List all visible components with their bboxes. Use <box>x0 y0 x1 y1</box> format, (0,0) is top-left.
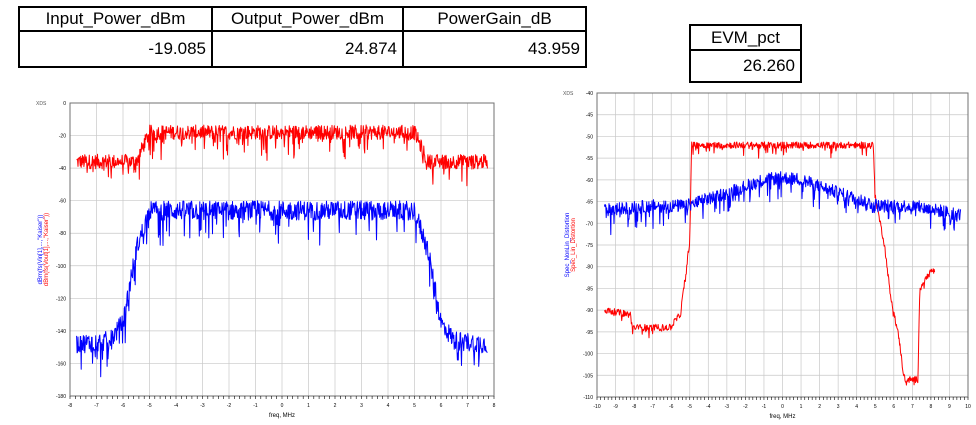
x-tick-label: 3 <box>837 404 840 410</box>
y-tick-label: -105 <box>583 373 593 379</box>
y-tick-label: -85 <box>586 286 593 292</box>
input-power-value: -19.085 <box>18 30 213 68</box>
series-line-blue <box>76 200 488 378</box>
y-tick-label: -50 <box>586 134 593 140</box>
evm-results-table: EVM_pct 26.260 <box>689 24 802 83</box>
y-tick-label: -55 <box>586 156 593 162</box>
x-tick-label: 2 <box>818 404 821 410</box>
y-tick-label: 0 <box>63 101 66 107</box>
y-tick-label: -95 <box>586 330 593 336</box>
x-tick-label: 8 <box>930 404 933 410</box>
y-tick-label: -65 <box>586 200 593 206</box>
chart-1: -8 -7 -6 -5 -4 -3 -2 -1 0 1 2 3 4 5 6 7 8 0 -20 -40 -60 -80 -1… <box>36 101 496 419</box>
x-tick-label: 4 <box>387 403 390 409</box>
x-tick-label: 9 <box>948 404 951 410</box>
x-tick-label: -4 <box>174 403 179 409</box>
x-tick-label: 6 <box>440 403 443 409</box>
x-tick-label: 5 <box>413 403 416 409</box>
x-tick-label: 5 <box>874 404 877 410</box>
x-tick-label: -9 <box>613 404 618 410</box>
power-gain-value: 43.959 <box>402 30 587 68</box>
x-tick-label: 3 <box>360 403 363 409</box>
y-tick-label: -180 <box>56 394 66 400</box>
x-tick-label: 0 <box>281 403 284 409</box>
y-tick-label: -20 <box>59 134 66 140</box>
x-tick-label: -5 <box>688 404 693 410</box>
x-tick-label: -8 <box>632 404 637 410</box>
series-line-red <box>603 141 936 386</box>
y-tick-label: -120 <box>56 296 66 302</box>
x-tick-label: -6 <box>121 403 126 409</box>
power-results-table: Input_Power_dBm Output_Power_dBm PowerGa… <box>18 6 587 68</box>
series-line-red <box>76 124 488 187</box>
x-tick-label: -3 <box>200 403 205 409</box>
y-tick-label: -75 <box>586 243 593 249</box>
x-tick-label: -1 <box>253 403 258 409</box>
evm-value: 26.260 <box>689 49 802 83</box>
x-tick-label: 7 <box>911 404 914 410</box>
x-tick-label: -2 <box>227 403 232 409</box>
output-power-header: Output_Power_dBm <box>211 6 404 32</box>
x-tick-label: 10 <box>965 404 971 410</box>
y-tick-label: -40 <box>59 166 66 172</box>
y-axis-label: Spec_NonLin_Distortion <box>565 213 571 278</box>
x-axis-label: freq, MHz <box>769 414 795 420</box>
power-gain-header: PowerGain_dB <box>402 6 587 32</box>
x-tick-label: 8 <box>493 403 496 409</box>
y-axis-label: dBm(fs(Vout[1],...,"Kaiser")) <box>44 213 50 286</box>
x-tick-label: -2 <box>743 404 748 410</box>
y-tick-label: -60 <box>586 178 593 184</box>
y-tick-label: -90 <box>586 308 593 314</box>
x-tick-label: -4 <box>706 404 711 410</box>
x-tick-label: -8 <box>68 403 73 409</box>
x-tick-label: 4 <box>855 404 858 410</box>
series-line-blue <box>603 171 962 236</box>
y-tick-label: -80 <box>59 231 66 237</box>
x-tick-label: 2 <box>334 403 337 409</box>
input-power-header: Input_Power_dBm <box>18 6 213 32</box>
y-tick-label: -70 <box>586 221 593 227</box>
x-axis-label: freq, MHz <box>269 413 295 419</box>
corner-label: XDS <box>36 101 47 107</box>
chart-2: -10 -9 -8 -7 -6 -5 -4 -3 -2 -1 0 1 2 3 4 5 6 7 8 9 10-40-45-… <box>563 91 971 420</box>
x-tick-label: -3 <box>725 404 730 410</box>
x-tick-label: -7 <box>650 404 655 410</box>
x-tick-label: -10 <box>593 404 600 410</box>
x-tick-label: -7 <box>94 403 99 409</box>
y-tick-label: -100 <box>583 352 593 358</box>
corner-label: XDS <box>563 91 574 97</box>
y-tick-label: -140 <box>56 329 66 335</box>
x-tick-label: -1 <box>762 404 767 410</box>
x-tick-label: 1 <box>800 404 803 410</box>
evm-header: EVM_pct <box>689 24 802 51</box>
x-tick-label: 0 <box>781 404 784 410</box>
y-tick-label: -80 <box>586 265 593 271</box>
x-tick-label: 1 <box>307 403 310 409</box>
y-axis-label: dBm(fs(Vin[1],...,"Kaiser")) <box>38 215 44 285</box>
y-tick-label: -110 <box>583 395 593 401</box>
output-power-value: 24.874 <box>211 30 404 68</box>
x-tick-label: -5 <box>147 403 152 409</box>
x-tick-label: 6 <box>892 404 895 410</box>
x-tick-label: 7 <box>466 403 469 409</box>
y-tick-label: -100 <box>56 264 66 270</box>
y-tick-label: -45 <box>586 113 593 119</box>
y-tick-label: -40 <box>586 91 593 97</box>
y-tick-label: -160 <box>56 361 66 367</box>
x-tick-label: -6 <box>669 404 674 410</box>
y-axis-label: Spec_Lin_Distortion <box>571 218 577 272</box>
y-tick-label: -60 <box>59 199 66 205</box>
